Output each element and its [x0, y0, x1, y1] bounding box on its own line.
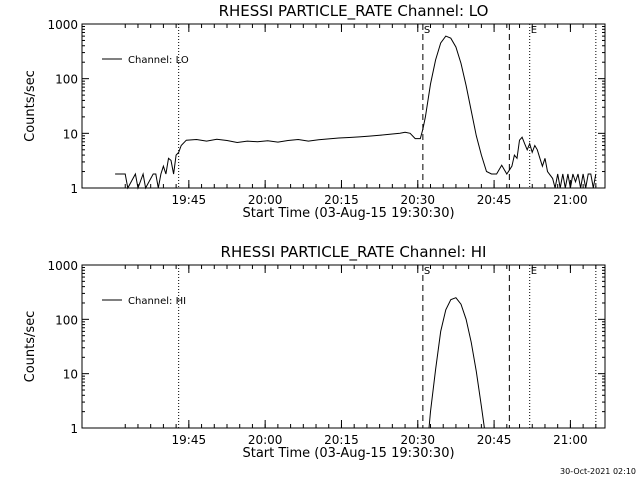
x-tick-label: 20:30 [400, 433, 435, 447]
y-tick-label: 10 [63, 368, 78, 382]
y-tick-label: 1000 [47, 259, 78, 273]
x-tick-label: 20:30 [400, 193, 435, 207]
x-tick-label: 21:00 [553, 433, 588, 447]
x-tick-label: 20:15 [324, 433, 359, 447]
y-tick-label: 1 [70, 422, 78, 436]
x-tick-label: 20:00 [248, 433, 283, 447]
y-tick-label: 1 [70, 182, 78, 196]
y-axis-label: Counts/sec [23, 70, 38, 142]
legend-label: Channel: LO [128, 55, 189, 66]
event-marker-label: S [424, 25, 430, 36]
timestamp-footer: 30-Oct-2021 02:10 [560, 467, 636, 476]
plot-frame [81, 23, 606, 189]
lo-channel-panel: RHESSI PARTICLE_RATE Channel: LO 1 10 100 10… [23, 2, 606, 221]
x-tick-label: 20:45 [477, 433, 512, 447]
series-line-channel-hi [428, 297, 485, 429]
legend-label: Channel: HI [128, 296, 186, 307]
event-marker-label: S [424, 266, 430, 277]
y-tick-label: 100 [55, 313, 78, 327]
x-tick-label: 19:45 [172, 433, 207, 447]
event-marker-label: E [531, 266, 537, 277]
x-tick-label: 20:45 [477, 193, 512, 207]
y-tick-label: 100 [55, 73, 78, 87]
x-tick-label: 21:00 [553, 193, 588, 207]
chart-title: RHESSI PARTICLE_RATE Channel: HI [221, 243, 487, 262]
x-tick-label: 19:45 [172, 193, 207, 207]
y-axis-label: Counts/sec [23, 311, 38, 383]
y-tick-label: 10 [63, 127, 78, 141]
hi-channel-panel: RHESSI PARTICLE_RATE Channel: HI 1 10 100 10… [23, 243, 606, 461]
event-marker-label: E [531, 25, 537, 36]
plot-frame [81, 264, 606, 429]
y-tick-label: 1000 [47, 18, 78, 32]
chart-title: RHESSI PARTICLE_RATE Channel: LO [219, 2, 489, 21]
x-tick-label: 20:00 [248, 193, 283, 207]
x-axis-label: Start Time (03-Aug-15 19:30:30) [242, 206, 454, 221]
x-axis-label: Start Time (03-Aug-15 19:30:30) [242, 446, 454, 461]
x-tick-label: 20:15 [324, 193, 359, 207]
series-line-channel-lo [115, 35, 597, 190]
